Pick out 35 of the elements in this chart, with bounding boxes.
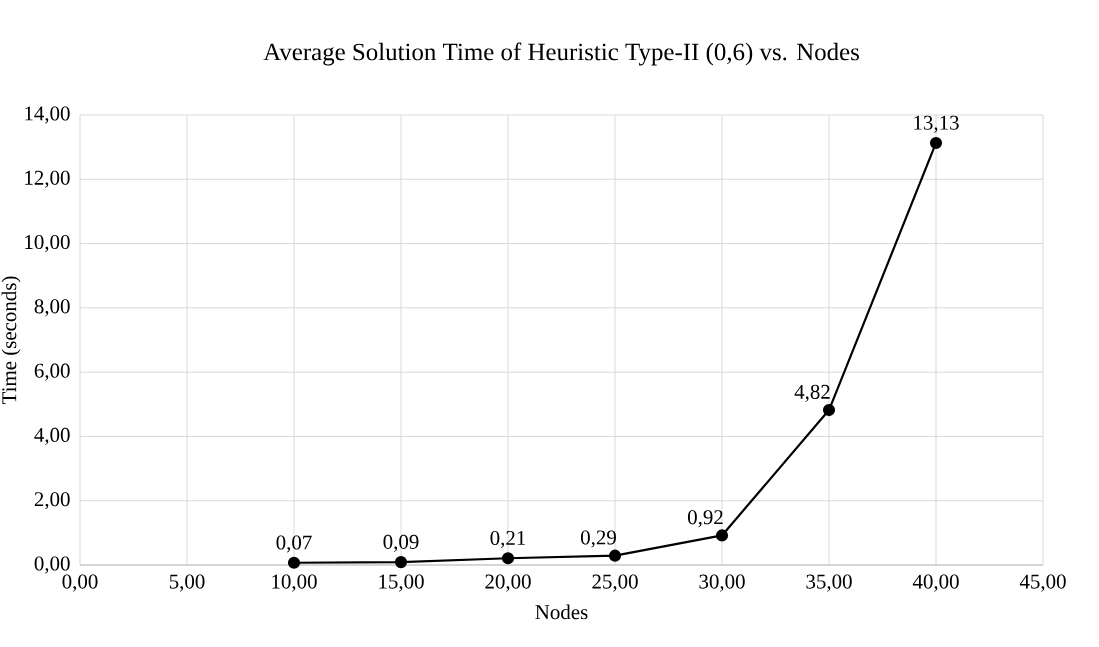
y-tick-label: 12,00 xyxy=(25,170,70,188)
data-label: 0,21 xyxy=(490,530,526,549)
data-label: 13,13 xyxy=(914,115,959,133)
y-tick-label: 2,00 xyxy=(34,492,70,510)
point xyxy=(394,556,408,569)
x-tick-label: 45,00 xyxy=(1019,574,1066,592)
data-label: 4,82 xyxy=(794,384,830,402)
data-label: 0,92 xyxy=(687,510,723,528)
x-tick-label: 35,00 xyxy=(806,574,852,592)
y-tick-label: 8,00 xyxy=(34,299,70,317)
x-tick-label: 40,00 xyxy=(912,574,959,592)
x-tick-label: 10,00 xyxy=(272,574,317,592)
x-tick-label: 25,00 xyxy=(592,574,638,592)
point xyxy=(608,549,622,562)
y-tick-label: 0,00 xyxy=(34,556,70,574)
y-tick-label: 10,00 xyxy=(25,235,70,253)
chart-title: Average Solution Time of Heuristic Type-II (0,6) vs. Nodes xyxy=(263,42,859,66)
point xyxy=(822,403,836,417)
point xyxy=(929,136,943,150)
y-axis-title: Time (seconds) xyxy=(1,276,21,405)
x-tick-label: 20,00 xyxy=(485,574,531,592)
point xyxy=(501,552,515,565)
y-tick-label: 4,00 xyxy=(34,427,70,445)
point xyxy=(287,556,301,569)
y-tick-label: 14,00 xyxy=(25,106,70,124)
y-tick-label: 6,00 xyxy=(34,363,70,381)
data-label: 0,07 xyxy=(276,535,312,553)
x-tick-label: 0,00 xyxy=(62,574,98,592)
x-axis-title: Nodes xyxy=(535,604,588,620)
point xyxy=(715,529,729,542)
data-label: 0,09 xyxy=(383,534,419,552)
x-tick-label: 30,00 xyxy=(699,574,745,592)
x-tick-label: 5,00 xyxy=(169,574,205,592)
data-label: 0,29 xyxy=(580,530,616,548)
x-tick-label: 15,00 xyxy=(379,574,424,592)
